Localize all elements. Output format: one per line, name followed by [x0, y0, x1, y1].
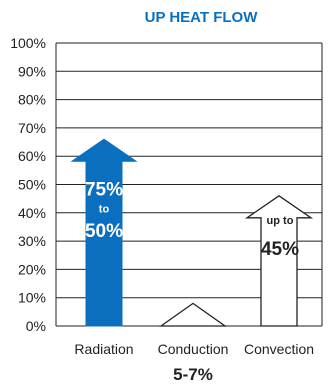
category-labels: Radiation Conduction 5-7% Convection — [74, 341, 314, 384]
y-tick-label: 30% — [18, 233, 46, 249]
chart-title: UP HEAT FLOW — [145, 9, 259, 26]
value-label-below: 5-7% — [173, 365, 213, 384]
y-tick-label: 40% — [18, 205, 46, 221]
bars: 75% to 50% up to 45% — [70, 138, 314, 327]
arrow-label: 75% — [85, 180, 123, 201]
arrow-label: up to — [267, 215, 294, 227]
y-tick-label: 20% — [18, 261, 46, 277]
y-tick-label: 10% — [18, 290, 46, 306]
y-tick-label: 50% — [18, 177, 46, 193]
y-tick-label: 80% — [18, 92, 46, 108]
arrow-label: to — [99, 204, 110, 216]
arrow-label: 45% — [261, 239, 299, 260]
arrow-bar-convection — [244, 195, 314, 327]
y-tick-label: 0% — [26, 318, 46, 334]
y-tick-label: 100% — [10, 35, 46, 51]
y-tick-label: 70% — [18, 120, 46, 136]
y-axis-ticks: 0% 10% 20% 30% 40% 50% 60% 70% 80% 90% 100% — [10, 35, 46, 334]
category-label: Radiation — [74, 341, 133, 357]
y-tick-label: 90% — [18, 63, 46, 79]
category-label: Conduction — [158, 341, 229, 357]
arrow-bar-conduction — [158, 302, 228, 327]
category-label: Convection — [244, 341, 314, 357]
arrow-bar-radiation — [70, 138, 138, 327]
arrow-label: 50% — [85, 221, 123, 242]
y-tick-label: 60% — [18, 148, 46, 164]
